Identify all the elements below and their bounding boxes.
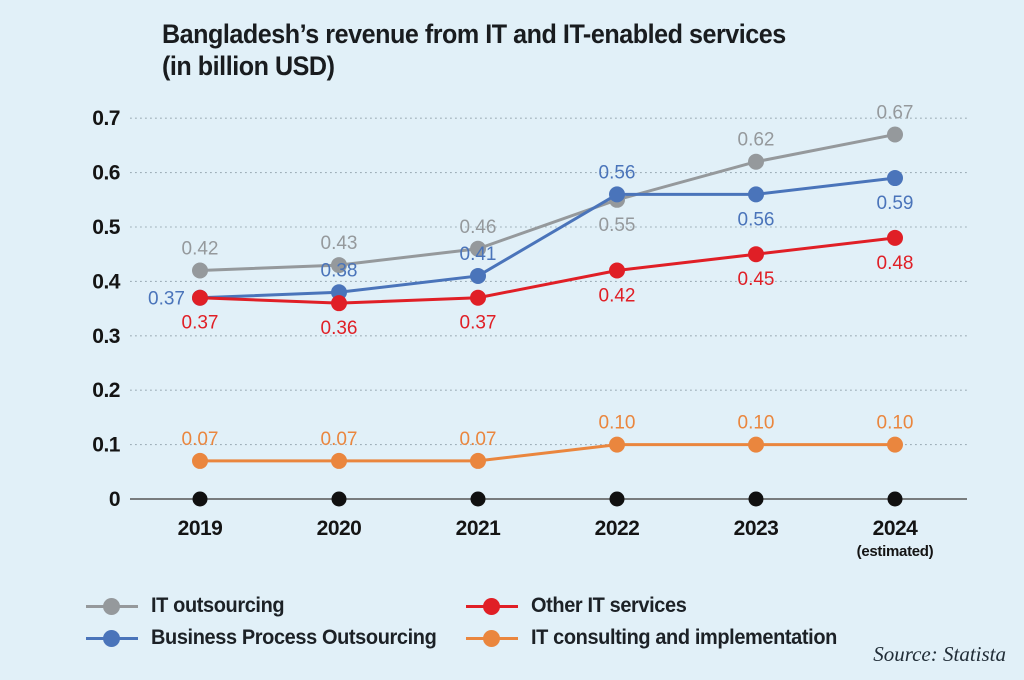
svg-text:0.2: 0.2 [92,379,120,402]
legend-label: Other IT services [531,594,687,617]
chart-title: Bangladesh’s revenue from IT and IT-enab… [162,18,786,82]
source-credit: Source: Statista [873,642,1006,666]
legend-item-other-it-services: Other IT services [466,594,695,617]
legend-label: Business Process Outsourcing [151,626,437,649]
svg-text:0.10: 0.10 [877,413,914,434]
svg-text:0.56: 0.56 [599,162,636,183]
svg-text:0.10: 0.10 [738,413,775,434]
svg-text:0.4: 0.4 [92,270,121,293]
svg-text:0.46: 0.46 [460,217,497,238]
it-consulting-marker-icon [466,629,518,647]
svg-text:0.6: 0.6 [92,162,120,185]
svg-text:0.07: 0.07 [321,429,358,450]
svg-text:0.37: 0.37 [182,313,219,334]
chart-title-line1: Bangladesh’s revenue from IT and IT-enab… [162,19,786,49]
svg-text:2020: 2020 [317,517,362,540]
legend-label: IT outsourcing [151,594,285,617]
svg-text:0.37: 0.37 [460,313,497,334]
svg-text:0.10: 0.10 [599,413,636,434]
svg-text:0.59: 0.59 [877,193,914,214]
legend-item-it-outsourcing: IT outsourcing [86,594,291,617]
svg-text:0.45: 0.45 [738,269,775,290]
other-it-services-marker-icon [466,597,518,615]
svg-text:0.07: 0.07 [460,429,497,450]
svg-text:0.55: 0.55 [599,215,636,236]
svg-text:0.07: 0.07 [182,429,219,450]
chart-title-line2: (in billion USD) [162,51,335,81]
svg-text:0.5: 0.5 [92,216,121,239]
legend-item-business-process-outsourcing: Business Process Outsourcing [86,626,451,649]
svg-text:0.37: 0.37 [148,289,185,310]
legend-label: IT consulting and implementation [531,626,837,649]
svg-text:(estimated): (estimated) [857,543,934,560]
svg-text:0: 0 [109,488,120,511]
svg-text:0.43: 0.43 [321,233,358,254]
svg-text:0.38: 0.38 [321,260,358,281]
svg-text:0.1: 0.1 [92,434,121,457]
svg-text:2022: 2022 [595,517,640,540]
svg-text:0.42: 0.42 [599,286,636,307]
svg-text:0.48: 0.48 [877,253,914,274]
svg-text:0.36: 0.36 [321,318,358,339]
svg-text:0.42: 0.42 [182,239,219,260]
it-outsourcing-marker-icon [86,597,138,615]
svg-text:2024: 2024 [873,517,919,540]
svg-text:0.7: 0.7 [92,107,120,130]
svg-text:2023: 2023 [734,517,779,540]
svg-text:0.56: 0.56 [738,209,775,230]
svg-text:2021: 2021 [456,517,502,540]
svg-text:2019: 2019 [178,517,223,540]
business-process-outsourcing-marker-icon [86,629,138,647]
svg-text:0.62: 0.62 [738,130,775,151]
svg-text:0.67: 0.67 [877,103,914,124]
svg-text:0.3: 0.3 [92,325,120,348]
legend-item-it-consulting: IT consulting and implementation [466,626,853,649]
svg-text:0.41: 0.41 [460,244,497,265]
